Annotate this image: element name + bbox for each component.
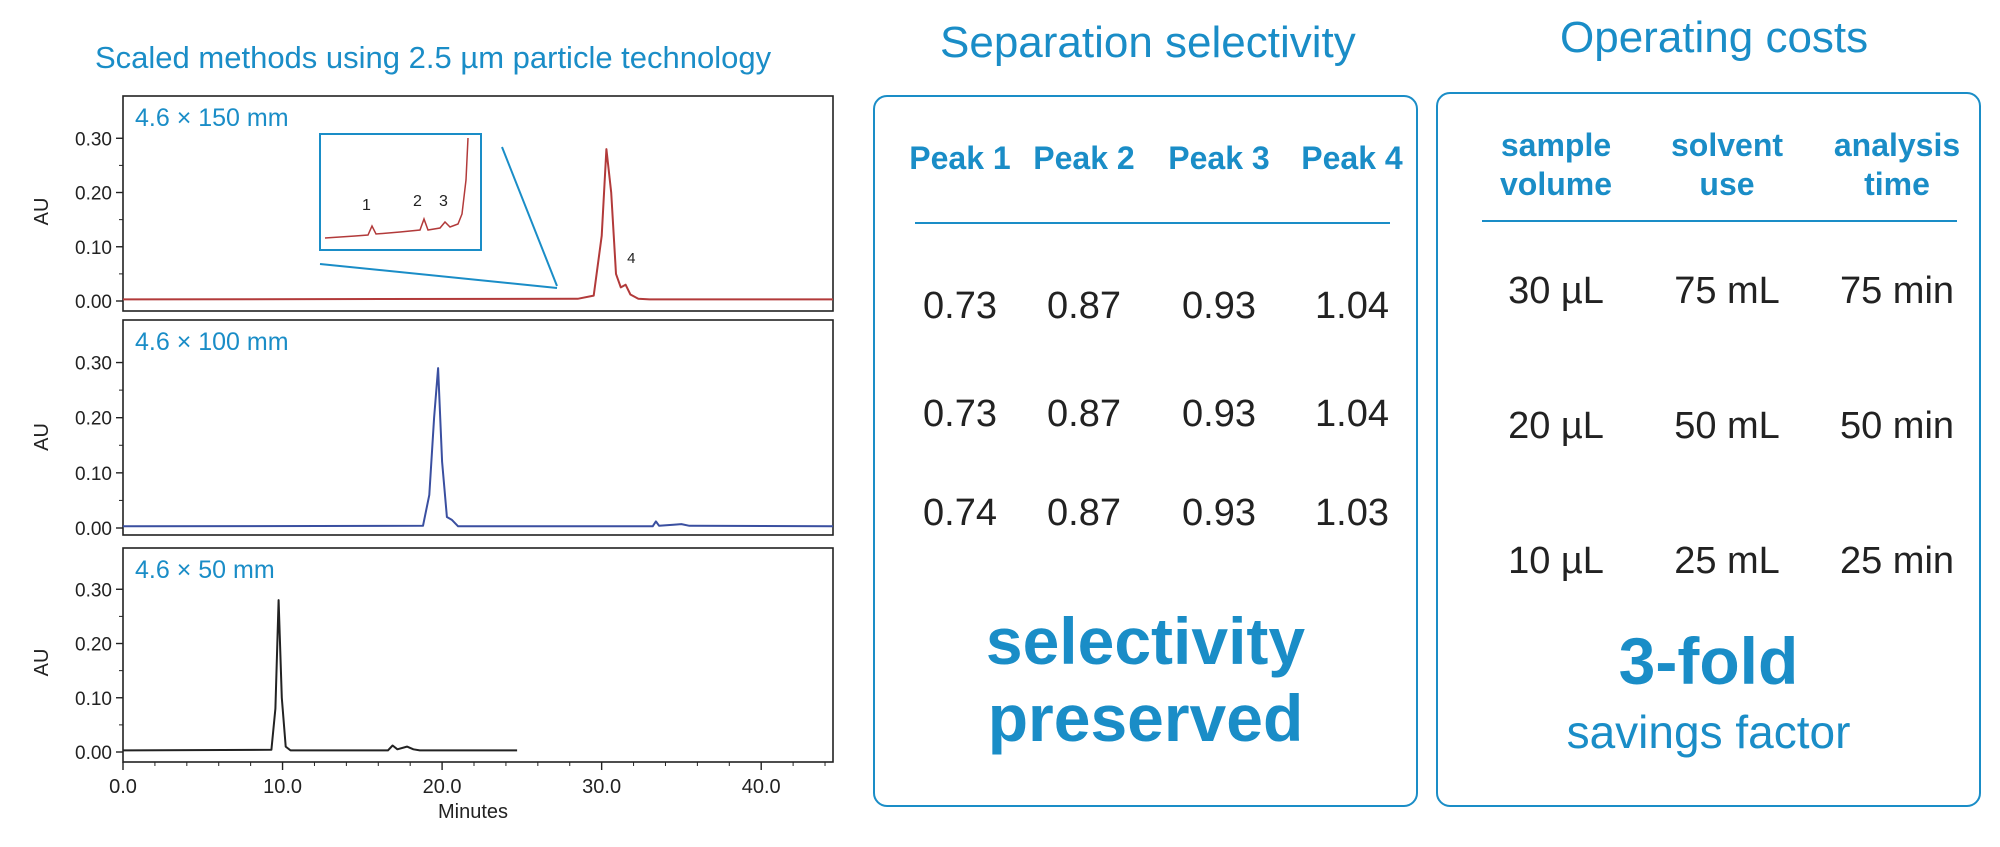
- y-tick-label: 0.10: [75, 689, 112, 710]
- y-tick-label: 0.20: [75, 409, 112, 430]
- x-tick-label: 40.0: [742, 776, 781, 798]
- selectivity-footer-line2: preserved: [987, 681, 1304, 755]
- column-size-label: 4.6 × 100 mm: [135, 328, 289, 356]
- costs-heading: Operating costs: [1560, 13, 1869, 62]
- y-tick-label: 0.00: [75, 519, 112, 540]
- costs-cell: 25 min: [1839, 540, 1955, 582]
- inset-zoom-line-top: [501, 146, 558, 287]
- costs-cell: 50 mL: [1674, 405, 1780, 447]
- selectivity-cell: 1.04: [1315, 285, 1389, 327]
- selectivity-cell: 0.73: [923, 285, 997, 327]
- costs-cell: 75 mL: [1674, 270, 1780, 312]
- selectivity-cell: 0.93: [1182, 285, 1256, 327]
- costs-cell: 10 µL: [1508, 540, 1604, 582]
- peak-4-label: 4: [627, 250, 635, 267]
- selectivity-cell: 0.93: [1182, 492, 1256, 534]
- selectivity-cell: 0.87: [1047, 492, 1121, 534]
- y-axis-label: AU: [31, 198, 53, 226]
- selectivity-column-header: Peak 3: [1168, 140, 1270, 176]
- x-tick-label: 0.0: [109, 776, 137, 798]
- costs-cell: 25 mL: [1674, 540, 1780, 582]
- inset-trace: [324, 137, 469, 239]
- y-axis-label: AU: [31, 649, 53, 677]
- y-tick-label: 0.30: [75, 354, 112, 375]
- selectivity-cell: 0.93: [1182, 393, 1256, 435]
- y-tick-label: 0.30: [75, 580, 112, 601]
- y-tick-label: 0.20: [75, 184, 112, 205]
- costs-footer-small: savings factor: [1566, 706, 1851, 758]
- costs-cell: 20 µL: [1508, 405, 1604, 447]
- plot-frame-2: [122, 319, 834, 536]
- costs-cell: 30 µL: [1508, 270, 1604, 312]
- costs-panel: [1436, 92, 1981, 807]
- y-tick-label: 0.00: [75, 292, 112, 313]
- selectivity-cell: 0.87: [1047, 393, 1121, 435]
- selectivity-cell: 0.73: [923, 393, 997, 435]
- costs-column-header: sample: [1500, 127, 1612, 163]
- chromatogram-trace-2: [122, 367, 834, 528]
- y-tick-label: 0.00: [75, 743, 112, 764]
- costs-cell: 50 min: [1839, 405, 1955, 447]
- costs-footer-big: 3-fold: [1618, 624, 1799, 698]
- x-axis-label: Minutes: [438, 801, 508, 823]
- x-tick-label: 20.0: [423, 776, 462, 798]
- costs-column-header: volume: [1499, 166, 1613, 202]
- inset-box: [319, 133, 482, 251]
- x-tick-label: 30.0: [582, 776, 621, 798]
- chromatogram-trace-3: [122, 599, 518, 752]
- column-size-label: 4.6 × 50 mm: [135, 556, 275, 584]
- chromatogram-trace-1: [122, 148, 833, 301]
- inset-peak-3-label: 3: [439, 193, 448, 210]
- chromatogram-stack: 0.00 0.10 0.20 0.30 AU 4.6 × 150 mm 4 1 2 3 0.00 0.…: [31, 95, 834, 823]
- selectivity-column-header: Peak 4: [1301, 140, 1403, 176]
- costs-cell: 75 min: [1839, 270, 1955, 312]
- y-tick-label: 0.10: [75, 464, 112, 485]
- inset-peak-2-label: 2: [413, 193, 422, 210]
- selectivity-cell: 1.04: [1315, 393, 1389, 435]
- selectivity-footer-line1: selectivity: [985, 604, 1306, 678]
- selectivity-panel: [873, 95, 1418, 807]
- y-tick-label: 0.20: [75, 635, 112, 656]
- selectivity-heading: Separation selectivity: [940, 18, 1356, 67]
- inset-zoom-line-bottom: [319, 263, 558, 289]
- costs-divider: [1482, 220, 1957, 222]
- inset-peak-1-label: 1: [362, 197, 371, 214]
- x-tick-label: 10.0: [263, 776, 302, 798]
- selectivity-column-header: Peak 1: [909, 140, 1011, 176]
- selectivity-column-header: Peak 2: [1033, 140, 1135, 176]
- costs-column-header: solvent: [1670, 127, 1784, 163]
- selectivity-divider: [915, 222, 1390, 224]
- selectivity-cell: 0.87: [1047, 285, 1121, 327]
- y-axis-label: AU: [31, 423, 53, 451]
- costs-column-header: analysis: [1833, 127, 1961, 163]
- selectivity-cell: 0.74: [923, 492, 997, 534]
- plot-frame-3: [122, 547, 834, 763]
- selectivity-cell: 1.03: [1315, 492, 1389, 534]
- costs-column-header: time: [1864, 166, 1930, 202]
- column-size-label: 4.6 × 150 mm: [135, 104, 289, 132]
- plot-frame-1: [122, 95, 834, 312]
- y-tick-label: 0.30: [75, 129, 112, 150]
- costs-column-header: use: [1699, 166, 1755, 202]
- y-tick-label: 0.10: [75, 238, 112, 259]
- chromatogram-title: Scaled methods using 2.5 µm particle tec…: [95, 40, 772, 75]
